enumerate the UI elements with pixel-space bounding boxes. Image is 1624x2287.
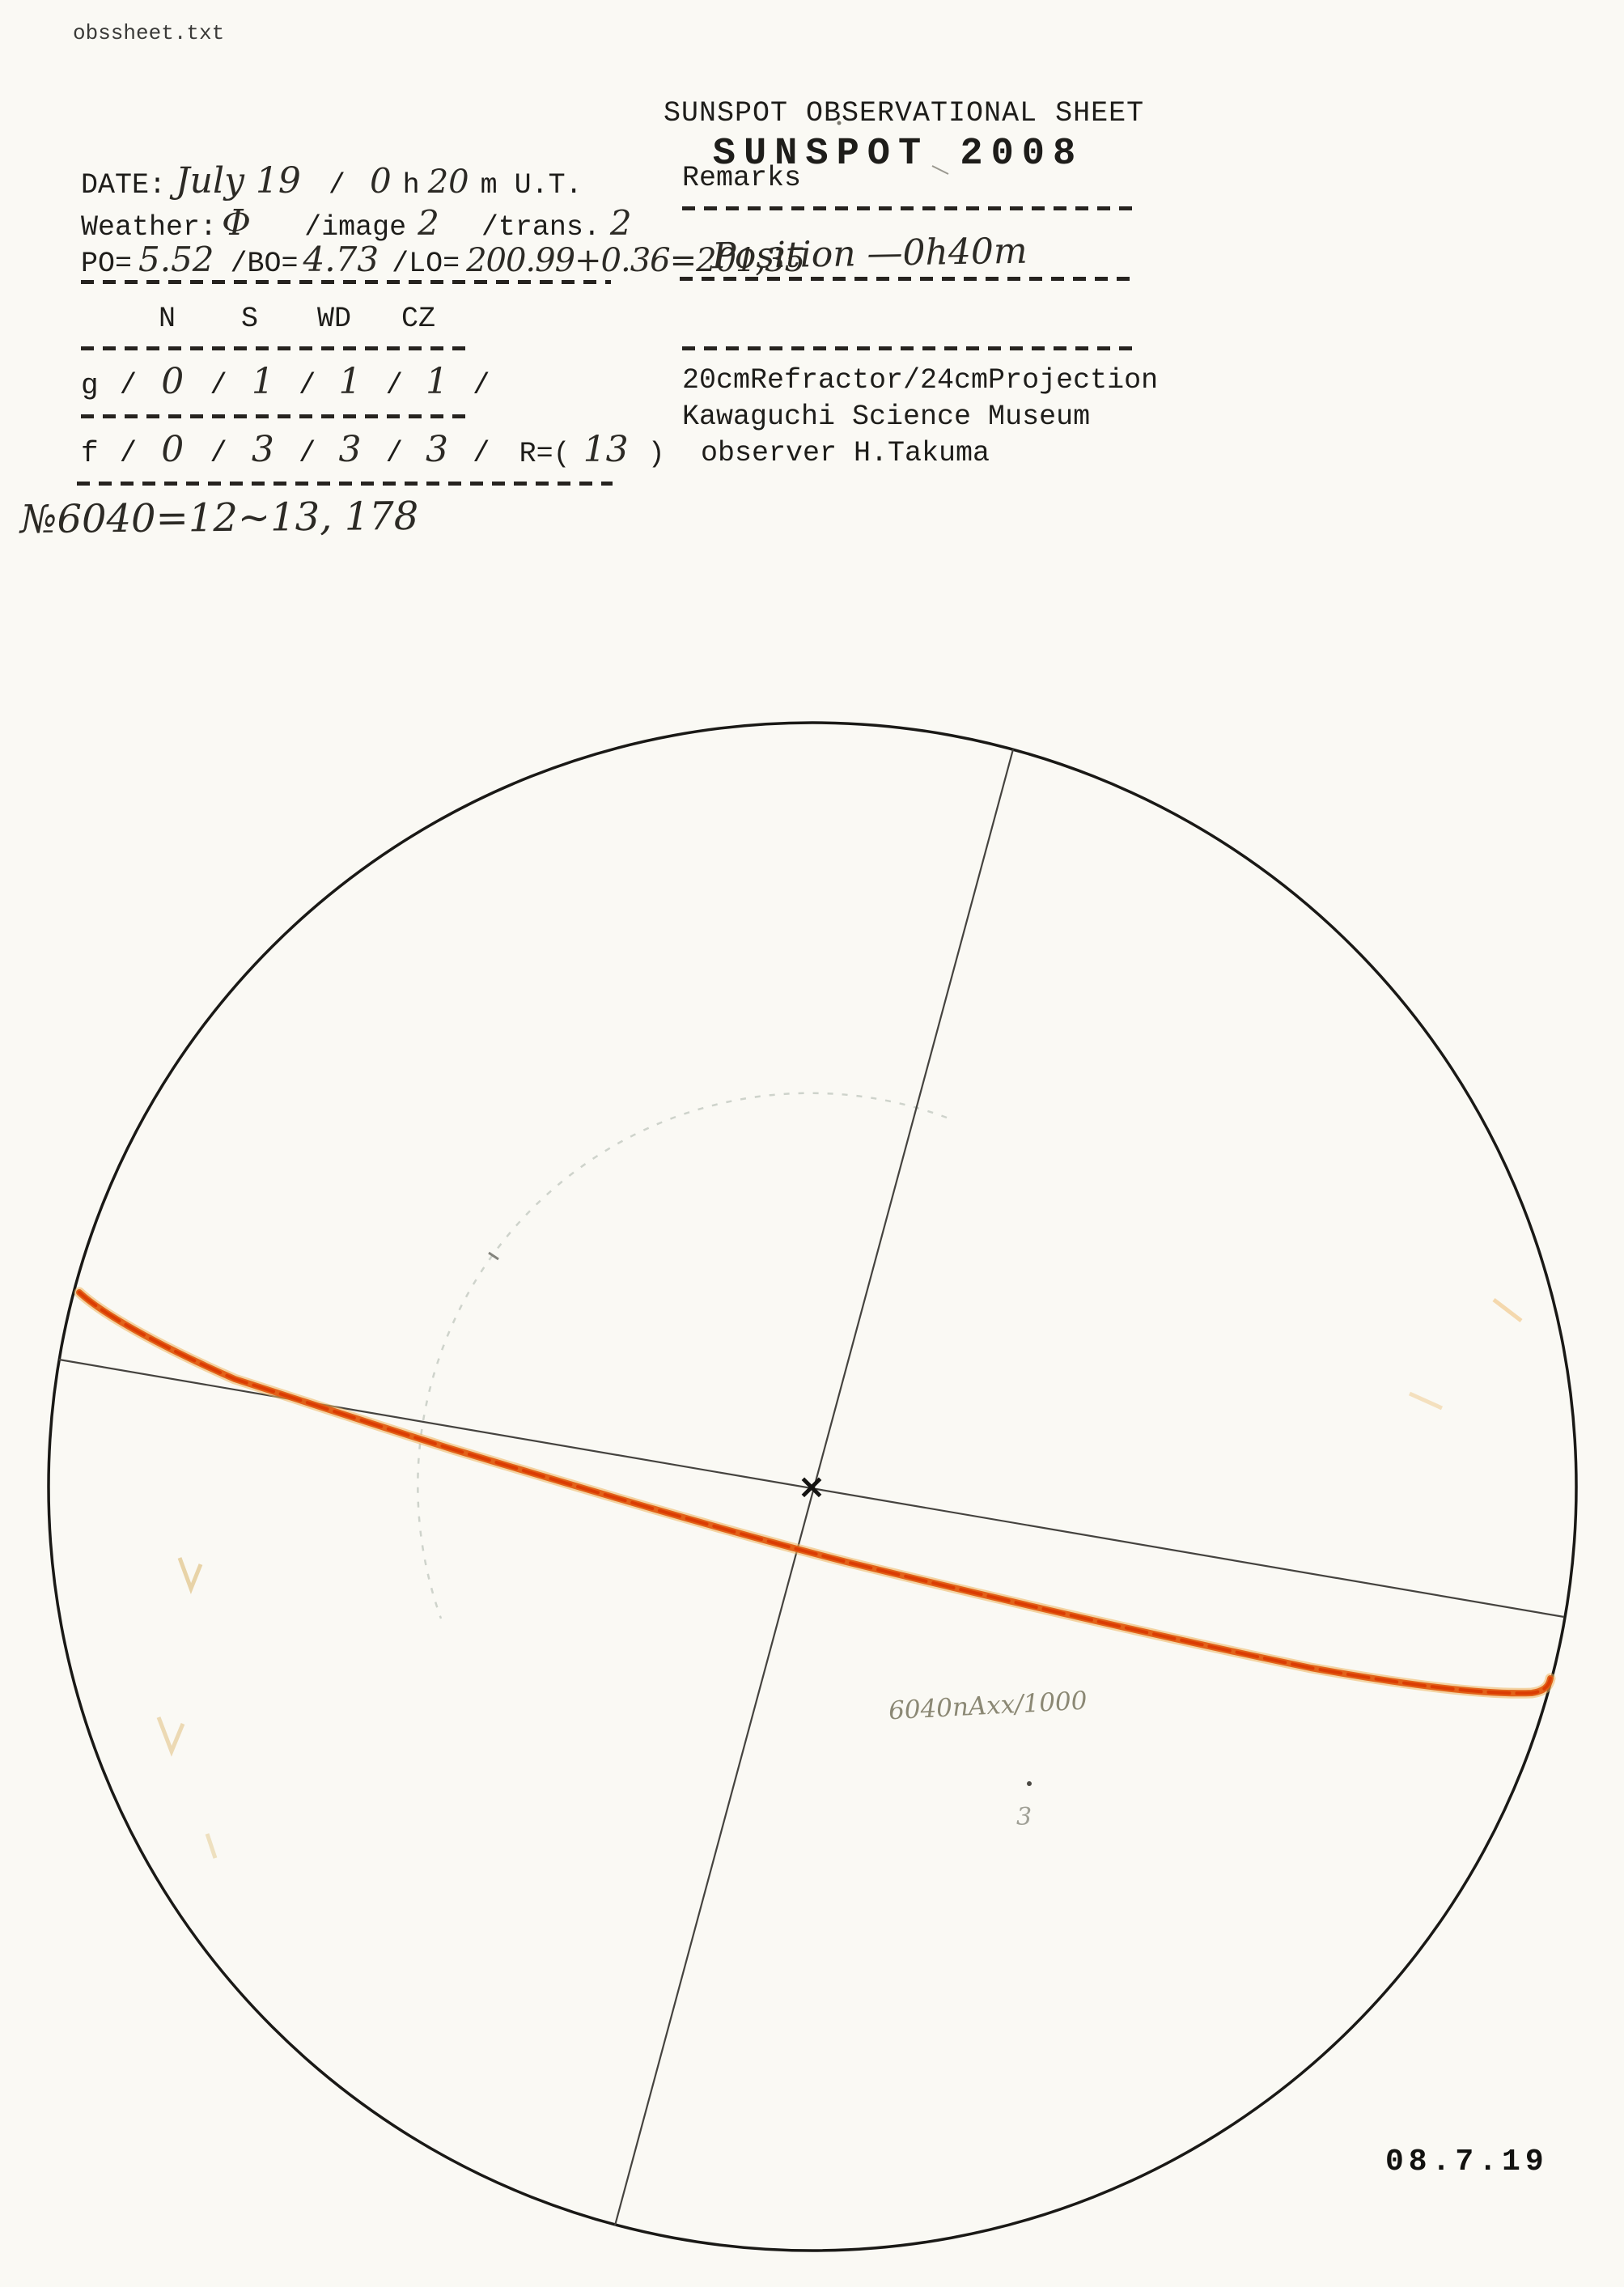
minute-unit: m U.T. bbox=[480, 169, 583, 202]
hour-unit: h bbox=[402, 169, 420, 202]
ephemeris-line: PO= 5.52 /BO= 4.73 /LO= 200.99+0.36=201,… bbox=[81, 240, 805, 280]
image-value: 2 bbox=[418, 203, 439, 243]
groups-row: g / 0 / 1 / 1 / 1 / bbox=[81, 361, 490, 402]
weather-value: Φ bbox=[222, 202, 252, 244]
pencil-smudge bbox=[1492, 1298, 1523, 1322]
filename-caption: obssheet.txt bbox=[73, 21, 225, 45]
divider-dashed bbox=[81, 280, 611, 284]
divider-dashed bbox=[682, 206, 1132, 210]
f-label: f bbox=[81, 437, 99, 470]
inner-reference-arc bbox=[417, 1092, 948, 1619]
sunspot-track-line-core bbox=[78, 1291, 1552, 1695]
hour-value: 0 bbox=[369, 161, 392, 201]
f-value-s: 3 bbox=[251, 429, 274, 470]
g-label: g bbox=[81, 369, 99, 402]
r-prefix: R=( bbox=[519, 438, 570, 470]
observatory-line: Kawaguchi Science Museum bbox=[682, 401, 1091, 433]
separator: / bbox=[473, 369, 490, 402]
pencil-smudge bbox=[205, 1833, 218, 1859]
separator: / bbox=[210, 437, 227, 470]
faint-number-annotation: 3 bbox=[1016, 1803, 1032, 1831]
pencil-tick bbox=[488, 1251, 499, 1261]
f-value-n: 0 bbox=[161, 429, 184, 470]
pencil-smudge bbox=[177, 1557, 203, 1594]
date-line: DATE: July 19 / 0 h 20 m U.T. bbox=[81, 160, 583, 202]
divider-dashed bbox=[680, 277, 1130, 281]
separator: / bbox=[298, 437, 316, 470]
column-header-cz: CZ bbox=[401, 303, 436, 335]
paper-speck bbox=[1027, 1781, 1032, 1786]
lo-label: /LO= bbox=[392, 248, 460, 280]
lo-value: 200.99+0.36=201,35 bbox=[466, 242, 805, 279]
g-value-cz: 1 bbox=[426, 361, 449, 402]
date-stamp: 08.7.19 bbox=[1385, 2145, 1549, 2179]
bo-label: /BO= bbox=[230, 248, 299, 280]
divider-dashed bbox=[81, 414, 472, 418]
separator: / bbox=[473, 437, 490, 470]
divider-dashed bbox=[77, 482, 613, 486]
pencil-smudge bbox=[1408, 1391, 1444, 1411]
disk-center-mark: × bbox=[797, 1466, 825, 1506]
separator: / bbox=[119, 369, 138, 402]
g-value-n: 0 bbox=[161, 361, 184, 402]
minute-value: 20 bbox=[427, 163, 469, 201]
weather-line: Weather: Φ /image 2 /trans. 2 bbox=[81, 202, 632, 244]
date-slash: / bbox=[328, 169, 346, 202]
weather-label: Weather: bbox=[81, 211, 218, 244]
sheet-subtitle: SUNSPOT 2008 bbox=[712, 133, 1084, 176]
separator: / bbox=[385, 437, 404, 470]
image-label: /image bbox=[304, 211, 407, 244]
polar-axis-line bbox=[613, 749, 1015, 2226]
column-header-n: N bbox=[159, 303, 176, 335]
separator: / bbox=[298, 369, 316, 402]
trans-value: 2 bbox=[609, 203, 632, 243]
date-value: July 19 bbox=[176, 160, 301, 202]
separator: / bbox=[385, 369, 404, 402]
divider-dashed bbox=[682, 346, 1132, 350]
r-value: 13 bbox=[583, 429, 629, 470]
observer-line: observer H.Takuma bbox=[701, 437, 990, 469]
divider-dashed bbox=[81, 346, 472, 350]
solar-disk-outline bbox=[47, 721, 1578, 2252]
paper-scratch bbox=[931, 165, 949, 175]
r-suffix: ) bbox=[647, 438, 665, 470]
trans-label: /trans. bbox=[481, 211, 600, 244]
remarks-label: Remarks bbox=[682, 162, 802, 194]
f-value-cz: 3 bbox=[426, 429, 449, 470]
pencil-smudge bbox=[156, 1716, 185, 1757]
bo-value: 4.73 bbox=[303, 240, 379, 279]
f-value-wd: 3 bbox=[338, 429, 362, 470]
paper-speck bbox=[837, 121, 842, 125]
po-label: PO= bbox=[81, 248, 133, 280]
column-header-wd: WD bbox=[317, 303, 352, 335]
sheet-title: SUNSPOT OBSERVATIONAL SHEET bbox=[664, 97, 1145, 129]
separator: / bbox=[119, 437, 138, 470]
date-label: DATE: bbox=[81, 169, 167, 202]
g-value-wd: 1 bbox=[338, 361, 362, 402]
instrument-line: 20cmRefractor/24cmProjection bbox=[682, 364, 1159, 397]
column-header-s: S bbox=[241, 303, 259, 335]
spots-row: f / 0 / 3 / 3 / 3 / R=( 13 ) bbox=[81, 429, 665, 470]
g-value-s: 1 bbox=[251, 361, 274, 402]
separator: / bbox=[210, 369, 227, 402]
po-value: 5.52 bbox=[138, 240, 214, 279]
